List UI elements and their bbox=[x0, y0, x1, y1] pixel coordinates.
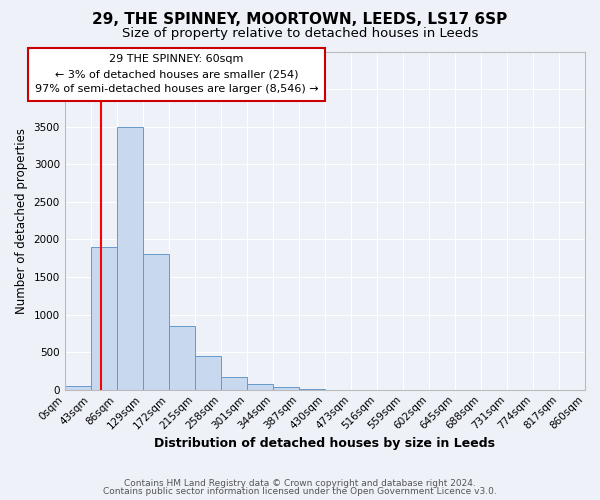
Bar bbox=[143, 254, 169, 390]
Bar bbox=[91, 247, 117, 390]
Bar bbox=[65, 386, 91, 390]
Text: 29, THE SPINNEY, MOORTOWN, LEEDS, LS17 6SP: 29, THE SPINNEY, MOORTOWN, LEEDS, LS17 6… bbox=[92, 12, 508, 28]
Bar bbox=[117, 126, 143, 390]
Text: Contains public sector information licensed under the Open Government Licence v3: Contains public sector information licen… bbox=[103, 487, 497, 496]
Text: Contains HM Land Registry data © Crown copyright and database right 2024.: Contains HM Land Registry data © Crown c… bbox=[124, 478, 476, 488]
Text: 29 THE SPINNEY: 60sqm
← 3% of detached houses are smaller (254)
97% of semi-deta: 29 THE SPINNEY: 60sqm ← 3% of detached h… bbox=[35, 54, 319, 94]
Bar bbox=[169, 326, 195, 390]
Bar bbox=[221, 376, 247, 390]
Bar bbox=[247, 384, 273, 390]
Bar bbox=[195, 356, 221, 390]
X-axis label: Distribution of detached houses by size in Leeds: Distribution of detached houses by size … bbox=[154, 437, 496, 450]
Bar bbox=[273, 388, 299, 390]
Y-axis label: Number of detached properties: Number of detached properties bbox=[15, 128, 28, 314]
Text: Size of property relative to detached houses in Leeds: Size of property relative to detached ho… bbox=[122, 28, 478, 40]
